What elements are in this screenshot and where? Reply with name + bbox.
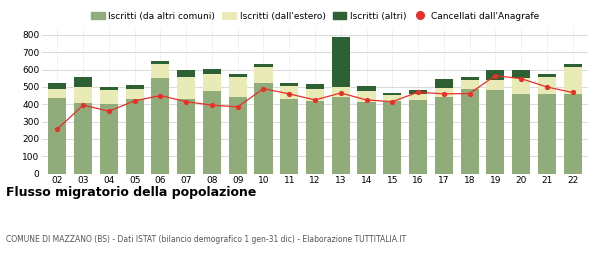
Bar (229, 97, 247, 174)
Bar (486, 80, 504, 90)
Bar (74, 77, 92, 87)
Bar (280, 83, 298, 86)
Bar (332, 87, 350, 97)
Bar (229, 74, 247, 76)
Bar (332, 37, 350, 87)
Bar (435, 97, 453, 174)
Bar (306, 89, 324, 101)
Bar (306, 101, 324, 174)
Bar (177, 99, 195, 174)
Bar (383, 101, 401, 174)
Bar (383, 93, 401, 95)
Bar (254, 83, 272, 174)
Bar (332, 97, 350, 174)
Bar (409, 100, 427, 174)
Bar (49, 89, 67, 98)
Bar (563, 64, 581, 67)
Bar (435, 88, 453, 97)
Bar (49, 83, 67, 89)
Bar (306, 84, 324, 89)
Bar (74, 102, 92, 174)
Bar (409, 94, 427, 100)
Bar (563, 67, 581, 94)
Bar (151, 61, 169, 64)
Bar (177, 70, 195, 76)
Bar (100, 104, 118, 174)
Bar (461, 77, 479, 80)
Bar (358, 91, 376, 102)
Bar (538, 74, 556, 77)
Bar (100, 87, 118, 90)
Bar (100, 90, 118, 104)
Bar (358, 102, 376, 174)
Bar (563, 94, 581, 174)
Text: Flusso migratorio della popolazione: Flusso migratorio della popolazione (6, 186, 256, 199)
Bar (512, 94, 530, 174)
Bar (254, 64, 272, 67)
Bar (49, 98, 67, 174)
Bar (461, 80, 479, 89)
Bar (177, 76, 195, 99)
Text: COMUNE DI MAZZANO (BS) - Dati ISTAT (bilancio demografico 1 gen-31 dic) - Elabor: COMUNE DI MAZZANO (BS) - Dati ISTAT (bil… (6, 235, 406, 244)
Bar (512, 78, 530, 94)
Bar (512, 71, 530, 78)
Bar (461, 89, 479, 174)
Legend: Iscritti (da altri comuni), Iscritti (dall'estero), Iscritti (altri), Cancellati: Iscritti (da altri comuni), Iscritti (da… (91, 11, 539, 20)
Bar (280, 99, 298, 174)
Bar (126, 99, 144, 174)
Bar (538, 77, 556, 94)
Bar (203, 69, 221, 74)
Bar (203, 74, 221, 91)
Bar (254, 67, 272, 83)
Bar (383, 95, 401, 101)
Bar (486, 71, 504, 80)
Bar (538, 94, 556, 174)
Bar (151, 78, 169, 174)
Bar (358, 86, 376, 91)
Bar (280, 86, 298, 99)
Bar (126, 89, 144, 99)
Bar (409, 90, 427, 94)
Bar (151, 64, 169, 78)
Bar (229, 76, 247, 97)
Bar (203, 91, 221, 174)
Bar (74, 87, 92, 102)
Bar (126, 85, 144, 89)
Bar (486, 90, 504, 174)
Bar (435, 79, 453, 88)
